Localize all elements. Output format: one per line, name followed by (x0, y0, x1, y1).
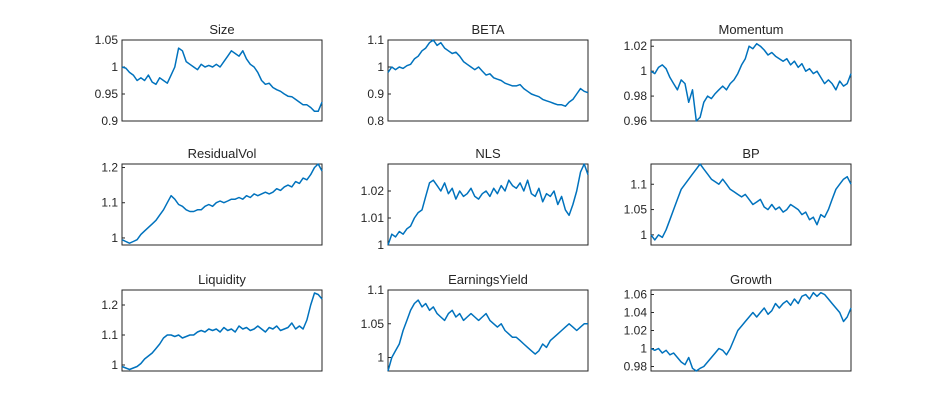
y-tick-label: 1.02 (624, 39, 648, 53)
plot-frame (650, 39, 852, 122)
y-tick-label: 1.05 (95, 33, 119, 47)
plot-frame (387, 289, 589, 372)
chart-title: Growth (730, 272, 772, 287)
y-tick-label: 1.1 (101, 196, 118, 210)
y-tick-label: 1 (111, 60, 118, 74)
y-tick-label: 1.04 (624, 306, 648, 320)
y-tick-label: 1.06 (624, 288, 648, 302)
y-tick-label: 1 (377, 60, 384, 74)
y-tick-label: 1.02 (624, 324, 648, 338)
y-tick-label: 1 (640, 342, 647, 356)
plot-frame (650, 289, 852, 372)
y-tick-label: 1 (640, 64, 647, 78)
y-tick-label: 0.98 (624, 360, 648, 374)
y-tick-label: 1.02 (361, 184, 385, 198)
y-tick-label: 1.2 (101, 298, 118, 312)
chart-nls: NLS 1 1.01 1.02 (361, 146, 589, 252)
series-line (650, 163, 852, 241)
chart-residualvol: ResidualVol 1 1.1 1.2 (101, 146, 323, 246)
y-tick-label: 0.96 (624, 114, 648, 128)
chart-title: Momentum (718, 22, 783, 37)
chart-title: Size (209, 22, 234, 37)
y-tick-label: 1 (640, 228, 647, 242)
chart-title: NLS (475, 146, 501, 161)
series-line (387, 163, 589, 246)
chart-momentum: Momentum 0.96 0.98 1 1.02 (624, 22, 852, 128)
y-tick-label: 0.95 (95, 87, 119, 101)
chart-title: EarningsYield (448, 272, 528, 287)
y-tick-label: 1.05 (624, 203, 648, 217)
chart-growth: Growth 0.98 1 1.02 1.04 1.06 (624, 272, 852, 374)
y-tick-label: 0.8 (367, 114, 384, 128)
series-line (121, 47, 323, 113)
y-tick-label: 1 (111, 358, 118, 372)
plot-frame (650, 163, 852, 246)
plot-frame (387, 39, 589, 122)
chart-size: Size 0.9 0.95 1 1.05 (95, 22, 323, 128)
series-line (121, 163, 323, 244)
series-line (387, 39, 589, 107)
y-tick-label: 0.9 (101, 114, 118, 128)
y-tick-label: 1 (377, 238, 384, 252)
y-tick-label: 1.01 (361, 211, 385, 225)
series-line (650, 42, 852, 122)
series-line (387, 299, 588, 372)
chart-bp: BP 1 1.05 1.1 (624, 146, 852, 246)
y-tick-label: 1.1 (367, 283, 384, 297)
plot-frame (387, 163, 589, 246)
y-tick-label: 1.1 (101, 328, 118, 342)
plot-frame (121, 163, 323, 246)
chart-title: Liquidity (198, 272, 246, 287)
chart-title: BETA (472, 22, 505, 37)
series-line (121, 292, 323, 371)
chart-title: BP (742, 146, 759, 161)
y-tick-label: 1.1 (630, 177, 647, 191)
y-tick-label: 0.98 (624, 89, 648, 103)
y-tick-label: 1 (377, 351, 384, 365)
y-tick-label: 1.1 (367, 33, 384, 47)
chart-title: ResidualVol (188, 146, 257, 161)
chart-liquidity: Liquidity 1 1.1 1.2 (101, 272, 323, 372)
y-tick-label: 1 (111, 231, 118, 245)
plot-frame (121, 39, 323, 122)
series-line (650, 291, 852, 372)
y-tick-label: 0.9 (367, 87, 384, 101)
y-tick-label: 1.05 (361, 317, 385, 331)
y-tick-label: 1.2 (101, 161, 118, 175)
chart-beta: BETA 0.8 0.9 1 1.1 (367, 22, 589, 128)
chart-earningsyield: EarningsYield 1 1.05 1.1 (361, 272, 589, 372)
